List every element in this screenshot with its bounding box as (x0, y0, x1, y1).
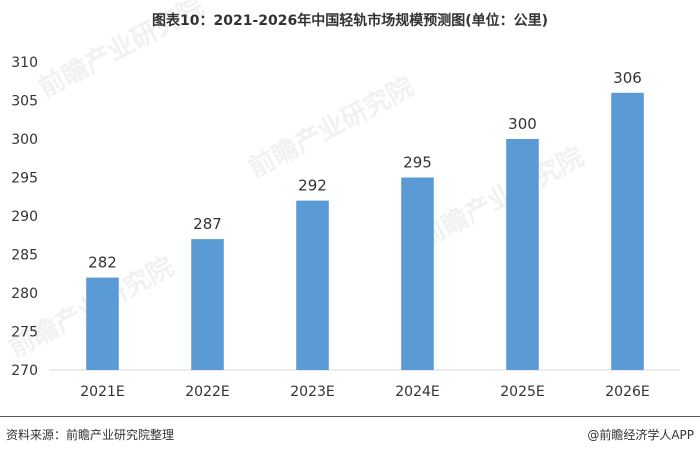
y-tick-label: 285 (11, 248, 38, 264)
footer-divider (0, 416, 700, 417)
y-tick-label: 280 (11, 286, 38, 302)
y-tick-label: 305 (11, 94, 38, 110)
bar-value-label: 300 (508, 115, 537, 133)
bar (506, 139, 539, 370)
bar (611, 92, 644, 371)
bar (296, 200, 329, 370)
credit-note: @前瞻经济学人APP (587, 428, 694, 442)
x-tick-label: 2022E (185, 384, 229, 400)
bar-value-label: 295 (403, 154, 432, 172)
chart-title: 图表10：2021-2026年中国轻轨市场规模预测图(单位：公里) (151, 13, 549, 29)
x-tick-label: 2023E (290, 384, 334, 400)
bar-value-label: 287 (193, 215, 222, 233)
x-tick-label: 2021E (80, 384, 124, 400)
y-tick-label: 270 (11, 363, 38, 379)
y-tick-label: 290 (11, 209, 38, 225)
bar-value-label: 306 (613, 69, 642, 87)
y-tick-label: 300 (11, 132, 38, 148)
x-tick-label: 2025E (500, 384, 544, 400)
bar (401, 177, 434, 370)
bar-value-label: 292 (298, 177, 327, 195)
x-tick-label: 2026E (605, 384, 649, 400)
bar-value-label: 282 (88, 254, 117, 272)
bar (191, 239, 224, 370)
y-tick-label: 275 (11, 325, 38, 341)
bar (86, 277, 119, 370)
y-tick-label: 295 (11, 171, 38, 187)
y-tick-label: 310 (11, 55, 38, 71)
source-note: 资料来源：前瞻产业研究院整理 (6, 428, 175, 442)
x-tick-label: 2024E (395, 384, 439, 400)
